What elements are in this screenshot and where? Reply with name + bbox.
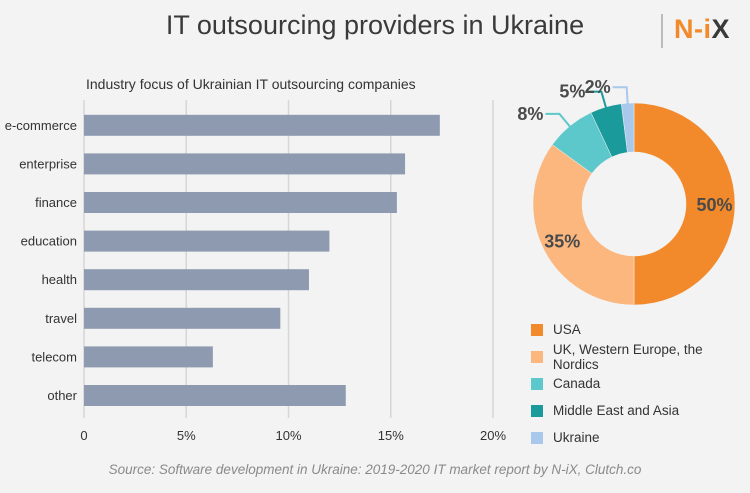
page-title: IT outsourcing providers in Ukraine	[165, 10, 585, 40]
x-tick-label: 0	[80, 428, 87, 443]
x-tick-label: 15%	[378, 428, 404, 443]
bar-health	[84, 269, 309, 291]
category-label: e-commerce	[5, 118, 77, 133]
legend-label: Canada	[553, 376, 601, 391]
x-tick-label: 5%	[177, 428, 196, 443]
legend-swatch	[531, 377, 543, 390]
leader-line	[587, 90, 608, 112]
legend-swatch	[531, 323, 543, 336]
source-note: Source: Software development in Ukraine:…	[108, 462, 642, 477]
slice-value-label: 5%	[559, 82, 585, 102]
legend-swatch	[531, 350, 543, 363]
logo-text: N-i	[674, 14, 712, 44]
slice-usa	[633, 102, 736, 306]
slice-value-label: 2%	[585, 77, 611, 97]
category-label: enterprise	[19, 156, 77, 171]
slice-value-label: 35%	[544, 232, 580, 252]
bar-chart-title: Industry focus of Ukrainian IT outsourci…	[86, 76, 416, 92]
legend-swatch	[531, 404, 543, 417]
legend-item-uk-europe-nordics: UK, Western Europe, the Nordics	[531, 341, 750, 372]
legend-label: USA	[553, 322, 581, 337]
bar-telecom	[84, 346, 213, 368]
legend-label: Middle East and Asia	[553, 403, 680, 418]
x-tick-label: 10%	[275, 428, 301, 443]
category-label: other	[47, 388, 77, 403]
legend-swatch	[531, 431, 543, 444]
legend-item-canada: Canada	[531, 370, 750, 397]
x-tick-label: 20%	[480, 428, 506, 443]
bar-travel	[84, 307, 281, 329]
slice-uk-europe-nordics	[532, 144, 635, 306]
logo-accent: X	[711, 14, 731, 44]
category-label: finance	[35, 195, 77, 210]
bar-e-commerce	[84, 114, 440, 136]
slice-ukraine	[621, 102, 635, 153]
bar-finance	[84, 192, 397, 213]
category-label: health	[42, 272, 77, 287]
legend-label: UK, Western Europe, the Nordics	[552, 341, 703, 372]
legend-item-usa: USA	[531, 316, 750, 343]
bar-other	[84, 385, 346, 406]
legend-label: Ukraine	[553, 430, 600, 445]
legend-item-ukraine: Ukraine	[531, 424, 750, 451]
bar-education	[84, 230, 330, 252]
leader-line	[545, 112, 573, 130]
category-label: education	[21, 234, 77, 249]
bar-enterprise	[84, 153, 406, 175]
leader-line	[612, 86, 629, 108]
legend-item-middle-east-asia: Middle East and Asia	[531, 397, 750, 424]
slice-value-label: 8%	[517, 104, 543, 124]
logo-divider	[661, 14, 663, 48]
category-label: telecom	[31, 349, 77, 364]
pie-legend: USA UK, Western Europe, the Nordics Canada…	[531, 316, 750, 451]
slice-value-label: 50%	[696, 195, 732, 215]
brand-logo: N-iX	[674, 14, 730, 45]
category-label: travel	[45, 311, 77, 326]
